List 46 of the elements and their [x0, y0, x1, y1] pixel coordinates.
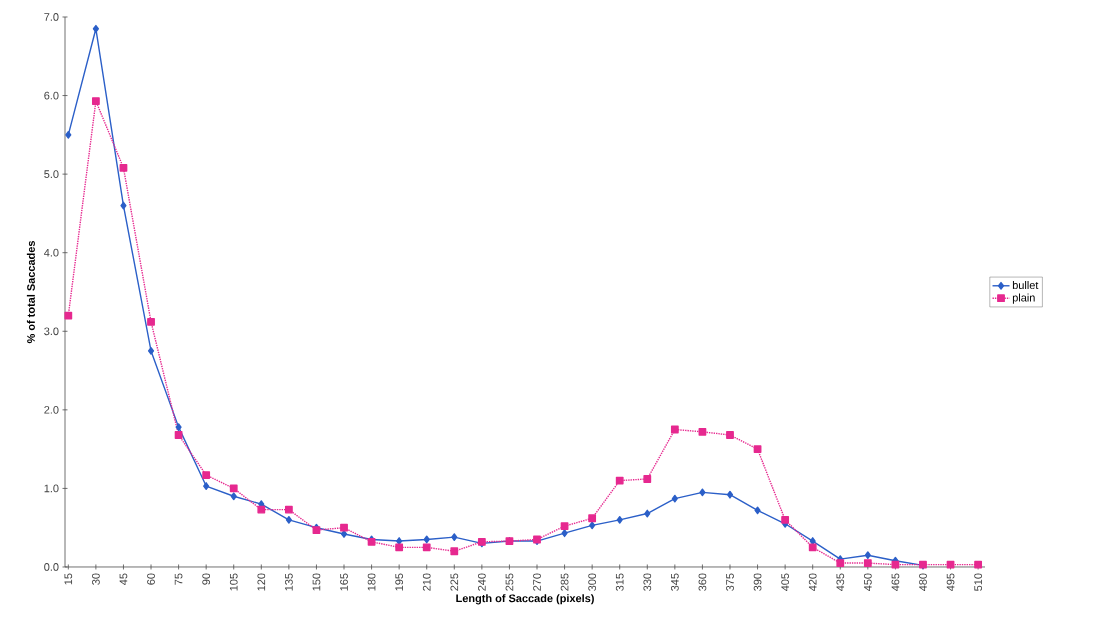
x-tick-label: 495: [946, 573, 955, 592]
x-tick-label: 165: [340, 573, 348, 591]
x-tick-label: 345: [670, 573, 679, 591]
x-tick-label: 135: [285, 573, 293, 591]
x-tick-label: 225: [450, 573, 459, 591]
x-tick-label: 150: [312, 573, 321, 591]
y-tick-label: 7.0: [44, 13, 59, 21]
x-tick-label: 255: [505, 573, 514, 591]
x-tick-label: 300: [588, 573, 597, 591]
x-tick-label: 30: [92, 573, 100, 585]
y-axis-title: % of total Saccades: [26, 240, 35, 344]
x-tick-label: 45: [119, 573, 128, 585]
legend-label: plain: [1012, 293, 1035, 304]
x-tick-label: 480: [919, 573, 927, 592]
y-tick-label: 3.0: [44, 327, 59, 336]
x-tick-label: 420: [808, 573, 817, 592]
x-tick-label: 390: [753, 573, 762, 591]
y-tick-label: 2.0: [44, 405, 59, 414]
x-tick-label: 465: [891, 573, 900, 592]
y-tick-label: 6.0: [44, 91, 59, 100]
x-tick-label: 330: [643, 573, 652, 591]
legend-label: bullet: [1012, 281, 1039, 290]
x-tick-label: 120: [257, 573, 266, 591]
x-tick-label: 285: [560, 573, 569, 591]
x-tick-label: 15: [64, 573, 73, 585]
y-tick-label: 4.0: [44, 248, 59, 257]
x-tick-label: 105: [229, 573, 238, 591]
x-tick-label: 90: [202, 573, 211, 585]
x-tick-label: 240: [478, 573, 486, 591]
x-tick-label: 450: [863, 573, 872, 592]
x-tick-label: 75: [174, 573, 183, 585]
x-tick-label: 315: [615, 573, 624, 591]
x-tick-label: 270: [533, 573, 541, 591]
x-tick-label: 435: [836, 573, 845, 592]
x-axis-title: Length of Saccade (pixels): [456, 594, 594, 605]
x-tick-label: 375: [726, 573, 734, 591]
y-tick-label: 1.0: [44, 484, 59, 493]
x-tick-label: 60: [147, 573, 155, 585]
x-tick-label: 195: [395, 573, 404, 591]
x-tick-label: 360: [698, 573, 707, 591]
x-tick-label: 180: [367, 573, 376, 591]
y-tick-label: 5.0: [44, 170, 59, 179]
x-tick-label: 405: [781, 573, 790, 592]
y-tick-label: 0.0: [44, 563, 59, 571]
x-tick-label: 510: [974, 573, 982, 591]
x-tick-label: 210: [422, 573, 431, 591]
